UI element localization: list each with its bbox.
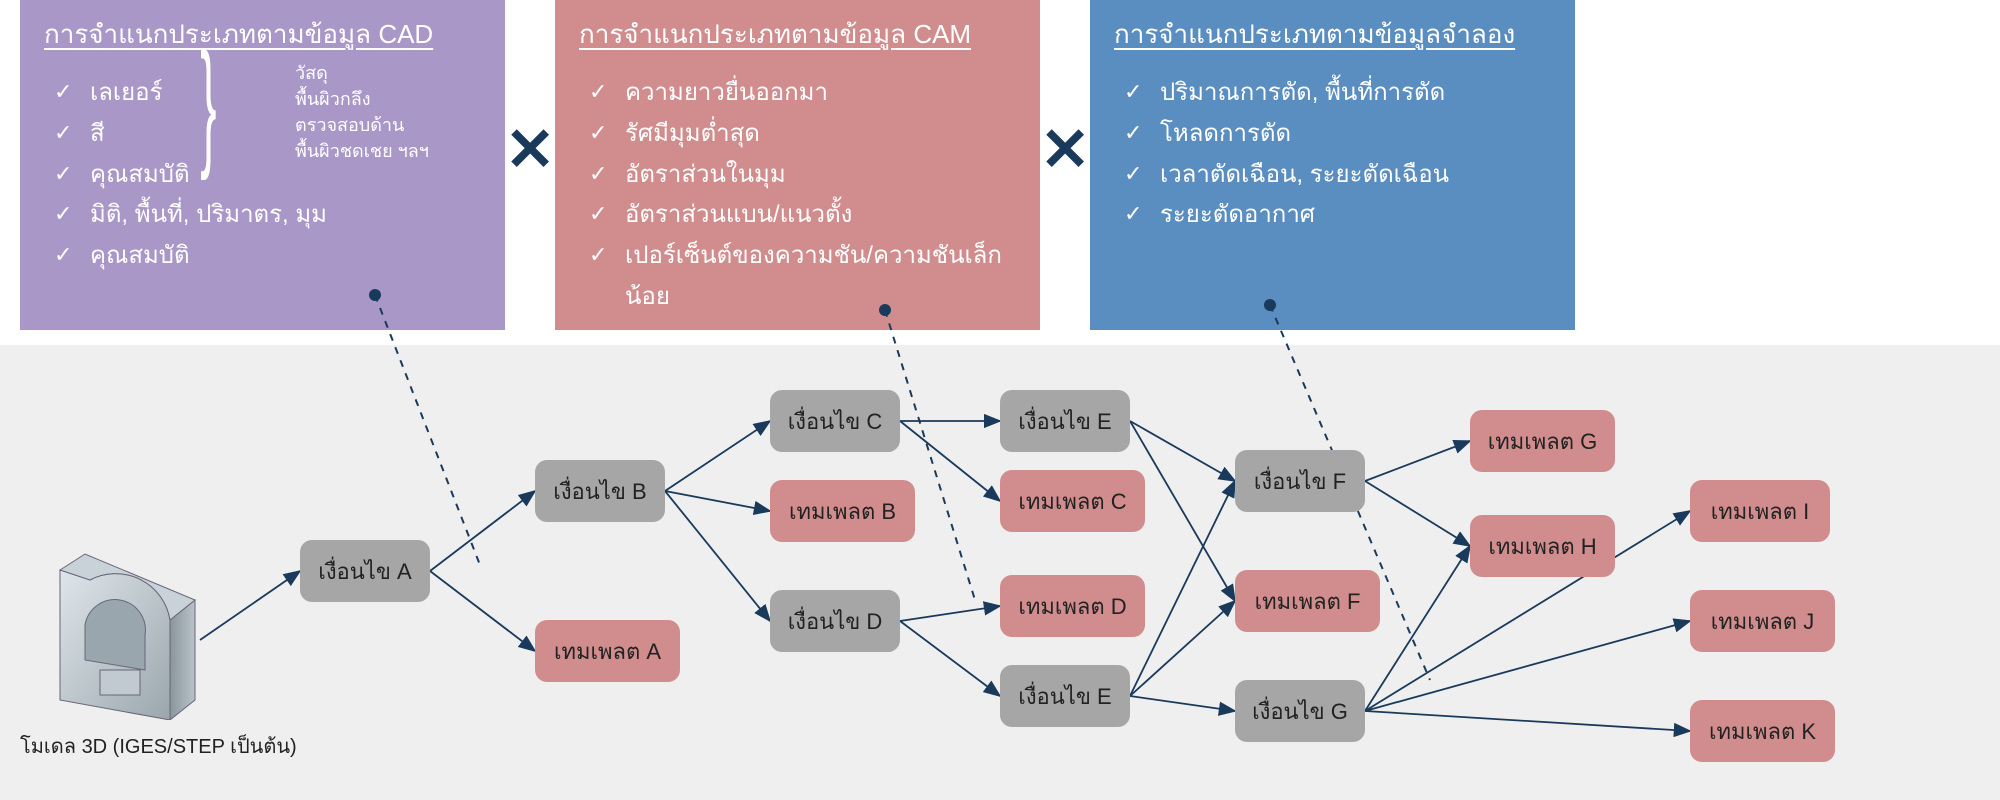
panel-sim-title: การจำแนกประเภทตามข้อมูลจำลอง	[1114, 14, 1551, 55]
panel-sim-list: ปริมาณการตัด, พื้นที่การตัดโหลดการตัดเวล…	[1114, 73, 1551, 236]
template-node: เทมเพลต B	[770, 480, 915, 542]
panel-sim-item: ระยะตัดอากาศ	[1124, 195, 1551, 236]
model-3d-icon	[30, 540, 200, 720]
panel-cad: การจำแนกประเภทตามข้อมูล CAD เลเยอร์สีคุณ…	[20, 0, 505, 330]
panel-cam-item: รัศมีมุมต่ำสุด	[589, 114, 1016, 155]
condition-node: เงื่อนไข D	[770, 590, 900, 652]
panel-cam-item: เปอร์เซ็นต์ของความชัน/ความชันเล็กน้อย	[589, 236, 1016, 318]
panel-cam-item: อัตราส่วนในมุม	[589, 155, 1016, 196]
panel-cam: การจำแนกประเภทตามข้อมูล CAM ความยาวยื่นอ…	[555, 0, 1040, 330]
template-node: เทมเพลต H	[1470, 515, 1615, 577]
template-node: เทมเพลต D	[1000, 575, 1145, 637]
template-node: เทมเพลต I	[1690, 480, 1830, 542]
brace-icon: }	[200, 22, 216, 184]
panel-cam-list: ความยาวยื่นออกมารัศมีมุมต่ำสุดอัตราส่วนใ…	[579, 73, 1016, 318]
condition-node: เงื่อนไข G	[1235, 680, 1365, 742]
panel-cam-item: ความยาวยื่นออกมา	[589, 73, 1016, 114]
condition-node: เงื่อนไข C	[770, 390, 900, 452]
panel-cad-item: คุณสมบัติ	[54, 236, 481, 277]
template-node: เทมเพลต G	[1470, 410, 1615, 472]
model-caption: โมเดล 3D (IGES/STEP เป็นต้น)	[20, 730, 297, 762]
panel-cam-title: การจำแนกประเภทตามข้อมูล CAM	[579, 14, 1016, 55]
panel-sim-item: เวลาตัดเฉือน, ระยะตัดเฉือน	[1124, 155, 1551, 196]
template-node: เทมเพลต A	[535, 620, 680, 682]
multiply-icon: ✕	[1040, 115, 1090, 185]
panel-sim-item: โหลดการตัด	[1124, 114, 1551, 155]
template-node: เทมเพลต K	[1690, 700, 1835, 762]
condition-node: เงื่อนไข E	[1000, 390, 1130, 452]
condition-node: เงื่อนไข A	[300, 540, 430, 602]
panel-cad-annotation: วัสดุพื้นผิวกลึงตรวจสอบด้านพื้นผิวชดเชย …	[295, 60, 429, 164]
panel-sim: การจำแนกประเภทตามข้อมูลจำลอง ปริมาณการตั…	[1090, 0, 1575, 330]
template-node: เทมเพลต J	[1690, 590, 1835, 652]
multiply-icon: ✕	[505, 115, 555, 185]
condition-node: เงื่อนไข E	[1000, 665, 1130, 727]
condition-node: เงื่อนไข F	[1235, 450, 1365, 512]
template-node: เทมเพลต F	[1235, 570, 1380, 632]
panel-cad-title: การจำแนกประเภทตามข้อมูล CAD	[44, 14, 481, 55]
template-node: เทมเพลต C	[1000, 470, 1145, 532]
panel-cam-item: อัตราส่วนแบน/แนวตั้ง	[589, 195, 1016, 236]
condition-node: เงื่อนไข B	[535, 460, 665, 522]
panel-cad-item: มิติ, พื้นที่, ปริมาตร, มุม	[54, 195, 481, 236]
panel-sim-item: ปริมาณการตัด, พื้นที่การตัด	[1124, 73, 1551, 114]
